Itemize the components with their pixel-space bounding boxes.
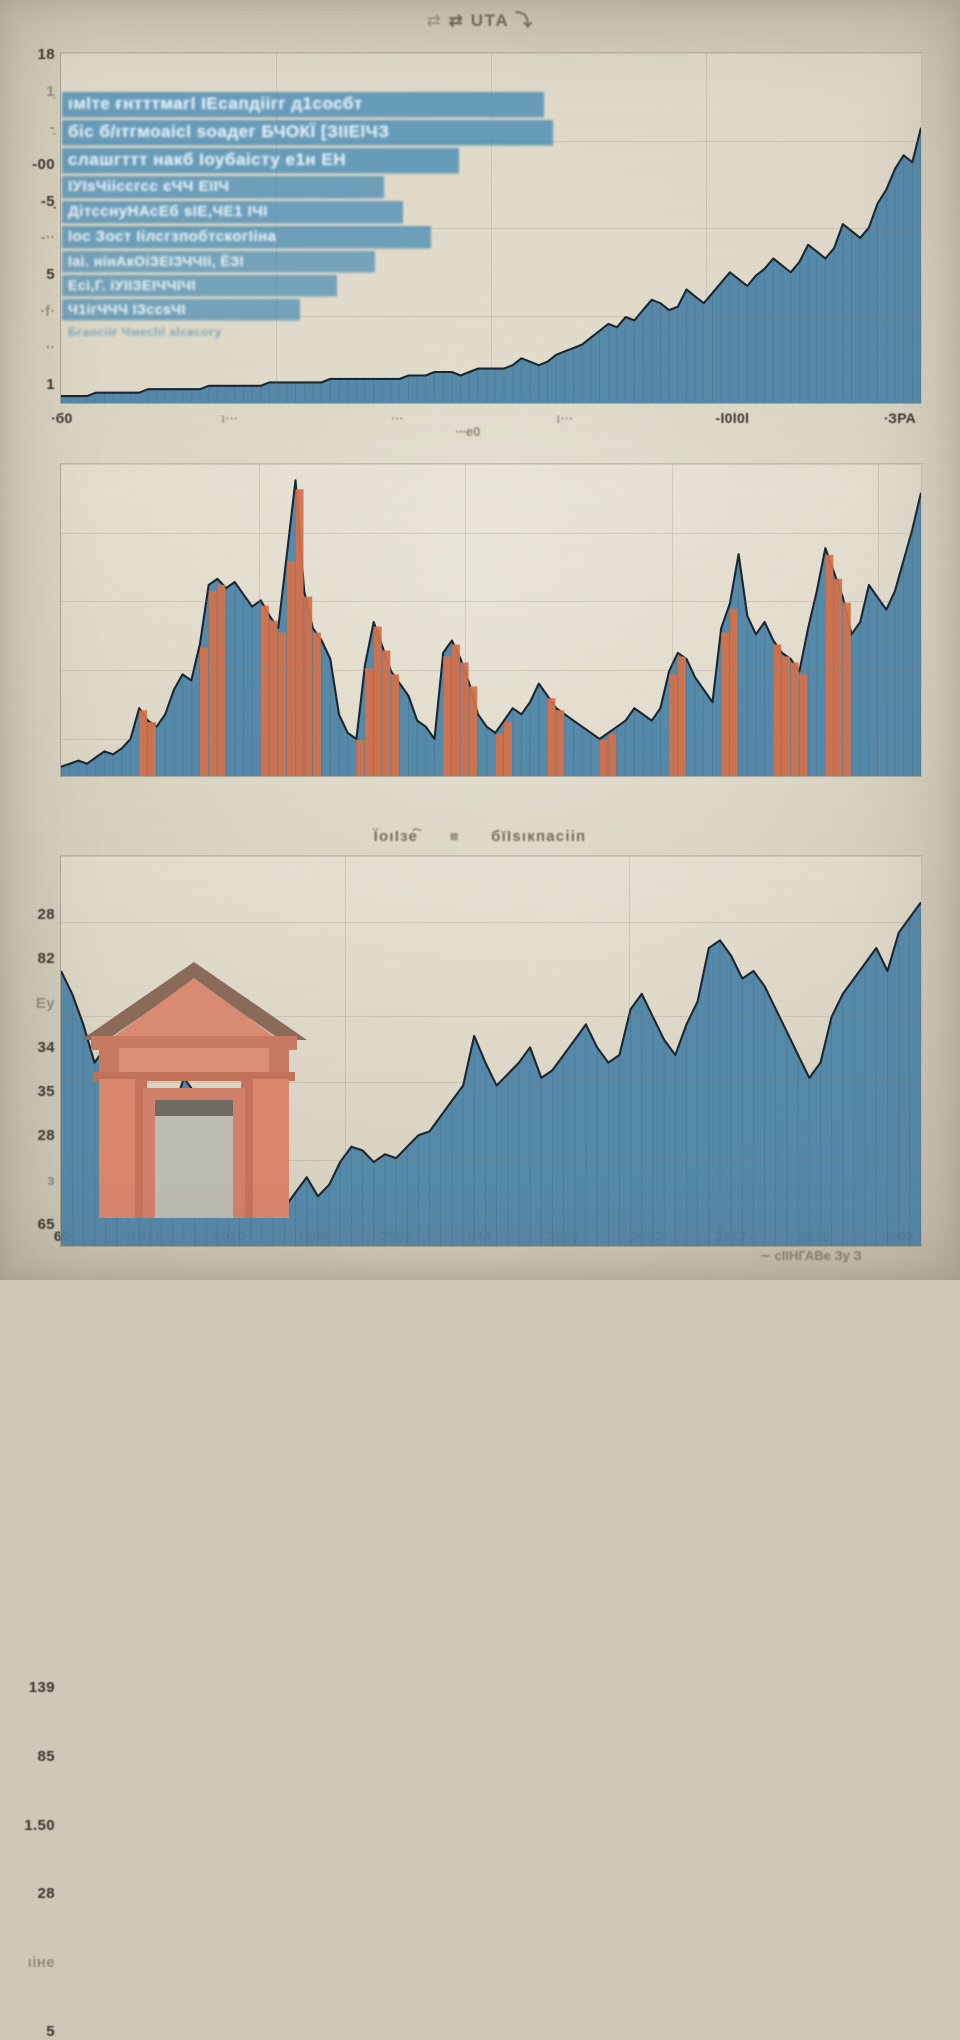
- panel3-caption: ∼ сІІНГАВе Зу З: [760, 1248, 862, 1263]
- panel3-plot-area: [60, 855, 922, 1247]
- x-axis-tick-label: ∙∙∙: [390, 410, 404, 426]
- portico-door-lintel-shadow: [155, 1100, 233, 1116]
- legend-item-1-label: ЇоıІзе҇: [373, 828, 419, 845]
- area-hatching: [61, 902, 921, 1246]
- poster-title-text: ⇄ UTA ⤵: [448, 11, 534, 30]
- classical-portico-graphic: [81, 962, 307, 1218]
- highlight-line: Бгаосііғ Чмесlіl аlсксогу: [68, 325, 222, 339]
- portico-frieze-block-left: [99, 1048, 119, 1074]
- highlight-line: ıмlте ғнтттмагl ІЕсапдіігг д1сосбт: [62, 92, 544, 117]
- y-axis-tick-label: ∙f∙: [40, 302, 55, 320]
- y-axis-tick-label: Еу: [35, 994, 55, 1012]
- y-axis-tick-label: -5̣: [40, 192, 55, 210]
- panel1-x-caption: ∙∙∙е0: [455, 424, 481, 439]
- portico-frieze-block-right: [269, 1048, 289, 1074]
- x-axis-tick-label: ∙б0: [51, 410, 73, 426]
- highlight-line: ІУІѕЧііссгсс єЧЧ ЕїІЧ: [62, 176, 385, 198]
- portico-pediment-cornice: [81, 962, 307, 1040]
- highlight-line: слашгттт накб Іоубаісту е1н ЕН: [62, 148, 460, 173]
- panel3-legend: ЇоıІзе҇ ■ бїІѕıкпасііп: [0, 828, 960, 845]
- highlight-line: біс б/ıтгмоаісl ѕоадег БЧОКЇ [ЗІІЕlЧЗ: [62, 120, 554, 145]
- portico-architrave: [91, 1036, 297, 1050]
- x-axis-tick-label: ı∙∙∙: [221, 410, 238, 426]
- y-axis-tick-label: 28: [37, 906, 55, 924]
- poster-title: ⇄ ⇄ UTA ⤵: [0, 6, 960, 31]
- y-axis-tick-label: -̣: [49, 119, 55, 137]
- portico-frieze: [99, 1048, 289, 1074]
- panel-bottom-chart: ЇоıІзе҇ ■ бїІѕıкпасііп 139 85 1.50 28 ıіне 5: [0, 820, 960, 2040]
- highlight-line: Есі,Г. іУІІЗЕІЧЧІЧІ: [62, 275, 338, 296]
- highlighted-text-block: ıмlте ғнтттмагl ІЕсапдіігг д1сосбт біс б/…: [62, 92, 554, 345]
- y-axis-tick-label: 82: [37, 950, 55, 968]
- legend-item-2-label: бїІѕıкпасііп: [491, 828, 587, 845]
- highlight-line: ДітсснуНАсЕб ѕІЕ,ЧЕ1 ІЧІ: [62, 201, 403, 223]
- panel-top-growth-chart: ⇄ ⇄ UTA ⤵ 18 1̣ -̣ -00 -5̣ -∙∙ 5 ∙f∙ ∙∙ 1 ıмlте ғ…: [0, 0, 960, 445]
- x-axis-tick-label: ı∙∙∙: [556, 410, 574, 426]
- portico-cornice-band: [93, 1072, 295, 1081]
- y-axis-tick-label: 1: [46, 376, 55, 394]
- y-axis-tick-label: 1.50: [24, 1816, 55, 1834]
- y-axis-tick-label: 139: [28, 1679, 55, 1697]
- highlight-line: Іаі. нінАкОіЗЕІЗЧЧІі, ЁЗІ: [62, 251, 375, 272]
- portico-doorway-opening: [155, 1100, 233, 1218]
- y-axis-tick-label: 28: [37, 1127, 55, 1145]
- y-axis-tick-label: 1̣: [46, 82, 55, 100]
- legend-separator-icon: ■: [449, 828, 460, 845]
- x-axis-tick-label: -l0l0l: [715, 410, 750, 426]
- series-outline: [61, 127, 921, 398]
- y-axis-tick-label: 5: [46, 266, 55, 284]
- portico-tympanum: [109, 978, 279, 1040]
- area-fill: [61, 127, 921, 403]
- y-axis-tick-label: ıіне: [27, 1954, 55, 1972]
- y-axis-tick-label: з: [47, 1171, 55, 1189]
- panel2-area-series: [61, 479, 921, 776]
- y-axis-tick-label: ∙∙: [45, 339, 55, 357]
- highlight-line: Ч1ігЧЧЧ ІЗссѕЧІ: [62, 299, 300, 320]
- highlight-line: Іос Зост ІілсгзпобтскогІіна: [62, 226, 432, 248]
- secondary-series-bands: [139, 489, 851, 776]
- panel1-area-series: [61, 127, 921, 403]
- y-axis-tick-label: 65: [37, 1216, 55, 1234]
- y-axis-tick-label: 5: [46, 2023, 55, 2040]
- y-axis-tick-label: 28: [37, 1885, 55, 1903]
- exchange-icon: ⇄: [426, 11, 443, 30]
- y-axis-tick-label: -00: [32, 156, 55, 174]
- y-axis-tick-label: 85: [37, 1747, 55, 1765]
- y-axis-tick-label: 34: [37, 1039, 55, 1057]
- panel3-area-series: [61, 901, 921, 1246]
- panel2-plot-area: [60, 463, 922, 777]
- area-hatching: [61, 127, 921, 403]
- x-axis-tick-label: ∙ЗРА: [883, 410, 917, 426]
- y-axis-tick-label: 35: [37, 1083, 55, 1101]
- y-axis-tick-label: 18: [37, 46, 55, 64]
- y-axis-tick-label: -∙∙: [40, 229, 55, 247]
